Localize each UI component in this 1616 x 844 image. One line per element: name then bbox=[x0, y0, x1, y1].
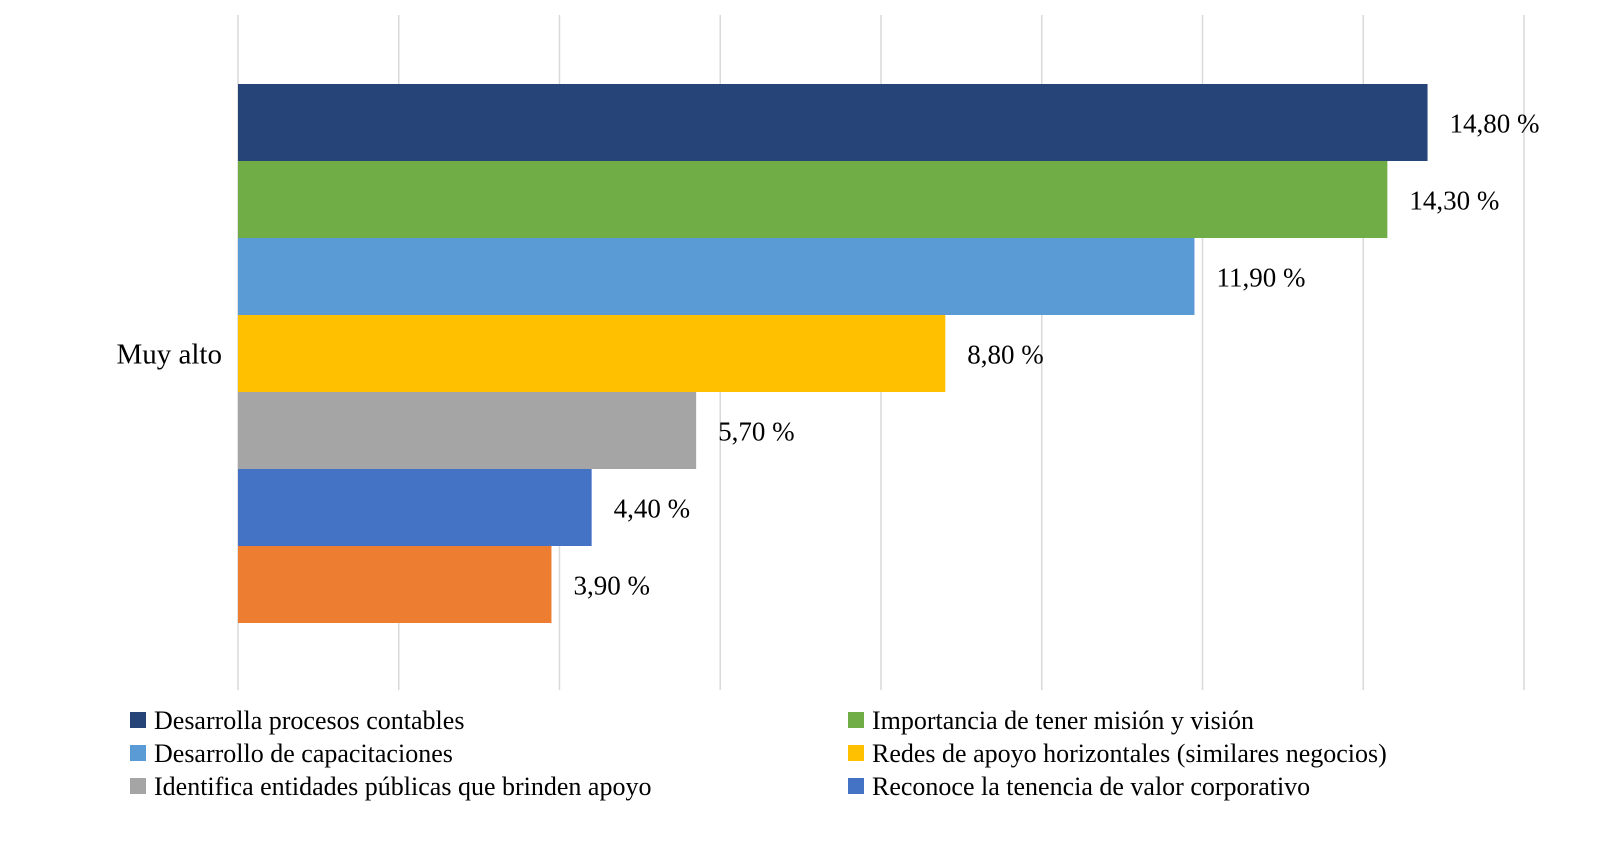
category-label: Muy alto bbox=[116, 339, 222, 371]
bar bbox=[238, 546, 552, 623]
legend-label: Identifica entidades públicas que brinde… bbox=[154, 772, 651, 801]
bars bbox=[238, 84, 1428, 623]
data-label: 8,80 % bbox=[967, 340, 1044, 370]
data-labels: 14,80 % 14,30 % 11,90 % 8,80 % 5,70 % 4,40 % 3… bbox=[573, 109, 1539, 601]
data-label: 11,90 % bbox=[1216, 263, 1305, 293]
legend-label: Importancia de tener misión y visión bbox=[872, 706, 1254, 735]
bar bbox=[238, 469, 592, 546]
legend: Desarrolla procesos contables Importancia… bbox=[130, 706, 1387, 801]
legend-label: Redes de apoyo horizontales (similares n… bbox=[872, 739, 1387, 768]
data-label: 3,90 % bbox=[573, 571, 650, 601]
legend-swatch bbox=[848, 712, 864, 728]
bar bbox=[238, 392, 697, 469]
data-label: 4,40 % bbox=[614, 494, 691, 524]
legend-label: Desarrollo de capacitaciones bbox=[154, 739, 453, 768]
legend-swatch bbox=[130, 712, 146, 728]
data-label: 14,30 % bbox=[1409, 186, 1499, 216]
legend-swatch bbox=[848, 745, 864, 761]
legend-swatch bbox=[130, 745, 146, 761]
bar bbox=[238, 161, 1388, 238]
legend-swatch bbox=[848, 778, 864, 794]
legend-label: Reconoce la tenencia de valor corporativ… bbox=[872, 772, 1310, 801]
bar bbox=[238, 84, 1428, 161]
data-label: 5,70 % bbox=[718, 417, 795, 447]
bar bbox=[238, 238, 1195, 315]
legend-label: Desarrolla procesos contables bbox=[154, 706, 464, 735]
data-label: 14,80 % bbox=[1450, 109, 1540, 139]
bar bbox=[238, 315, 946, 392]
legend-swatch bbox=[130, 778, 146, 794]
